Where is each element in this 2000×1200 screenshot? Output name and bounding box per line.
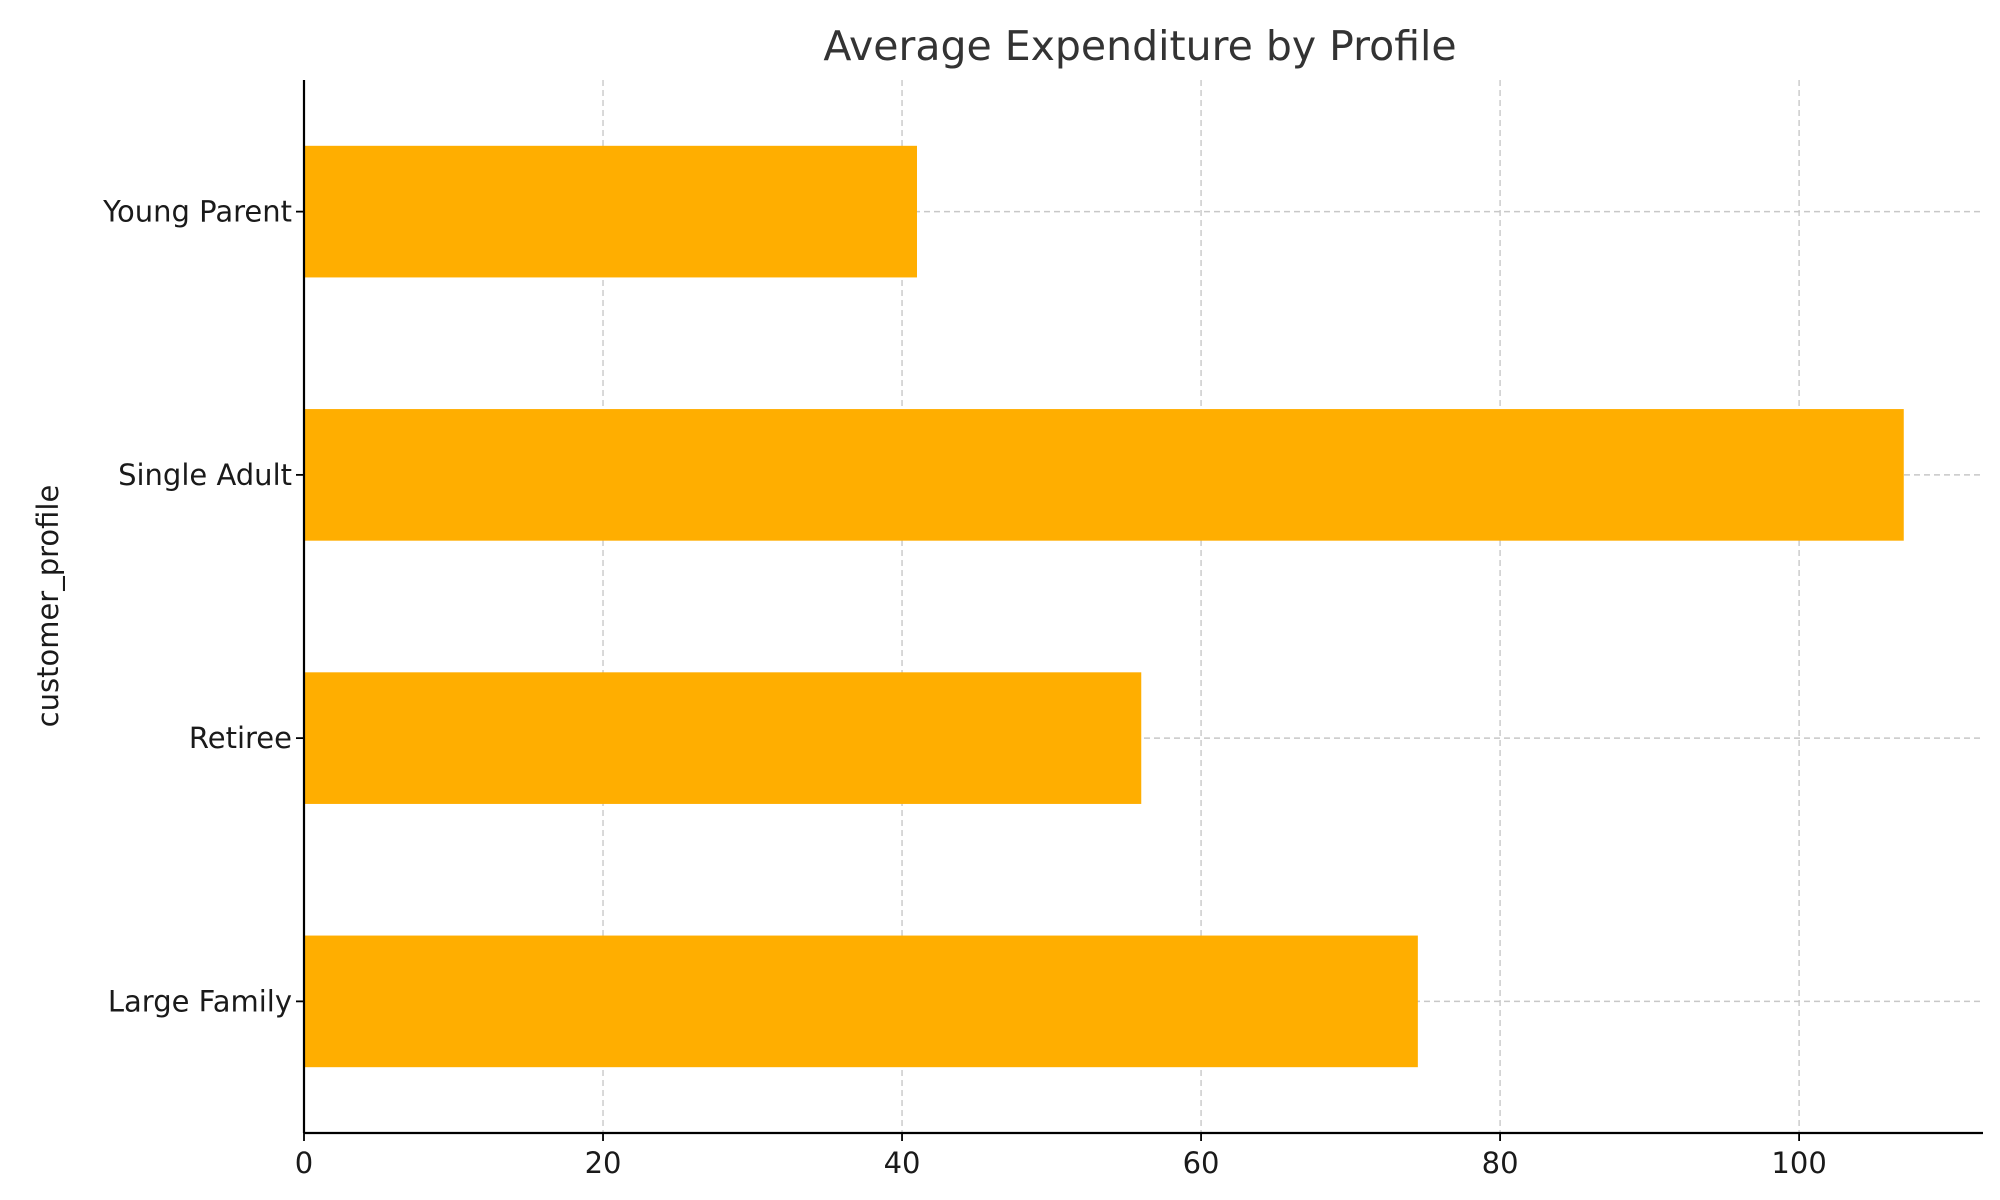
bar-retiree	[304, 672, 1142, 804]
y-tick-label: Young Parent	[102, 195, 292, 229]
labels: Average Expenditure by Profile customer_…	[31, 22, 1457, 727]
bars	[304, 145, 1904, 1068]
x-tick-label: 80	[1482, 1146, 1519, 1180]
y-tick-label: Single Adult	[118, 458, 292, 492]
y-axis-label: customer_profile	[31, 485, 65, 728]
chart-title: Average Expenditure by Profile	[823, 22, 1456, 70]
x-tick-label: 100	[1771, 1146, 1826, 1180]
x-tick-label: 40	[884, 1146, 921, 1180]
x-tick-label: 0	[295, 1146, 313, 1180]
bar-large-family	[304, 935, 1418, 1068]
y-tick-label: Large Family	[108, 984, 292, 1018]
x-tick-label: 60	[1183, 1146, 1220, 1180]
y-tick-label: Retiree	[189, 721, 292, 755]
axes: 0 20 40 60 80 100 Large Family Retiree Single Ad…	[102, 80, 1983, 1180]
bar-young-parent	[304, 145, 917, 278]
bar-single-adult	[304, 409, 1904, 541]
x-tick-label: 20	[585, 1146, 622, 1180]
